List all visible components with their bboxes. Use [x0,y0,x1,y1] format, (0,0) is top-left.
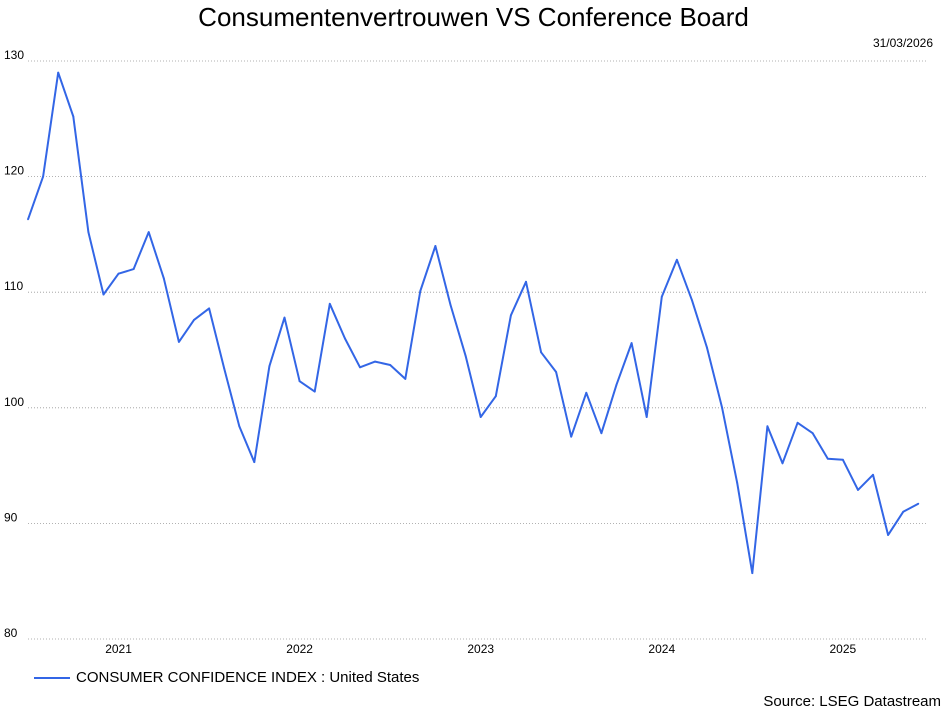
data-point [479,416,482,418]
data-point [162,277,165,280]
data-point [872,473,874,476]
data-point [434,245,437,247]
data-point [449,304,452,306]
data-point [87,231,90,234]
y-tick-label: 130 [4,48,24,62]
y-tick-label: 80 [4,626,18,640]
chart-title: Consumentenvertrouwen VS Conference Boar… [198,2,749,32]
data-point [525,280,527,283]
data-point [902,510,905,513]
y-tick-label: 110 [4,279,23,293]
data-point [615,383,618,386]
y-tick-label: 90 [4,510,18,524]
data-point [328,302,331,305]
data-point [510,314,512,317]
data-point [600,432,603,435]
data-point [283,316,286,319]
data-point [419,290,422,292]
data-point [42,175,44,178]
data-point [540,351,542,354]
x-tick-label: 2025 [830,642,857,656]
series-line-0 [27,71,919,575]
chart-date: 31/03/2026 [872,36,933,50]
data-point [132,268,135,270]
data-point [826,457,829,460]
data-point [676,258,678,261]
data-point [27,218,29,221]
data-point [494,395,497,398]
data-point [811,432,814,435]
x-tick-label: 2021 [105,642,132,656]
data-point [178,341,180,343]
data-point [660,295,663,298]
data-point [630,342,633,344]
legend: CONSUMER CONFIDENCE INDEX : United State… [34,669,419,686]
data-point [721,406,723,409]
x-tick-label: 2022 [286,642,313,656]
data-point [887,534,889,536]
data-point [464,354,467,357]
data-point [72,115,75,118]
y-axis-ticks: 80 90 100 110 120 130 [4,48,24,640]
legend-line-swatch [34,676,70,679]
data-point [238,425,241,428]
data-point [389,364,392,366]
data-point [193,319,195,321]
data-point [253,461,256,463]
data-point [57,71,60,74]
x-axis-ticks: 202120222023202420252026 [105,642,857,656]
data-point [374,360,376,363]
data-point [298,380,301,383]
source-note: Source: LSEG Datastream [763,693,941,710]
data-point [917,502,920,505]
x-tick-label: 2023 [467,642,494,656]
data-point [102,293,105,296]
data-point [585,391,588,394]
grid-lines [28,60,928,640]
data-point [313,390,316,393]
data-point [857,489,859,491]
legend-label: CONSUMER CONFIDENCE INDEX : United State… [76,669,420,686]
data-point [555,371,557,373]
data-point [796,421,799,424]
data-point [570,435,573,438]
data-point [147,231,150,234]
data-point [691,299,693,302]
data-point [268,365,271,368]
data-point [208,307,211,310]
y-tick-label: 100 [4,395,24,409]
data-point [117,272,120,275]
data-point [736,482,739,484]
data-point [751,572,754,574]
data-point [842,458,844,461]
data-point [706,346,708,349]
data-point [359,366,361,369]
data-point [645,416,648,418]
data-point [766,425,769,428]
data-point [344,337,346,340]
data-point [223,367,226,370]
y-tick-label: 120 [4,164,24,178]
data-point [781,462,784,465]
series-layer [27,71,920,575]
x-tick-label: 2024 [648,642,675,656]
data-point [404,378,407,380]
